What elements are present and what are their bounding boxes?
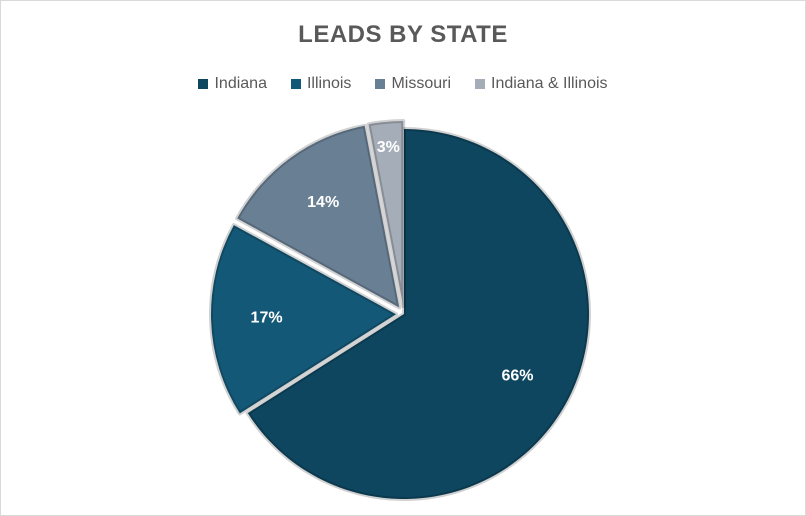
legend: Indiana Illinois Missouri Indiana & Illi… <box>1 75 805 93</box>
legend-label-indiana: Indiana <box>214 75 267 92</box>
legend-swatch-missouri <box>375 79 386 89</box>
legend-entry-illinois: Illinois <box>290 75 352 93</box>
chart-title: LEADS BY STATE <box>298 21 508 48</box>
legend-swatch-illinois <box>290 79 301 89</box>
pie-slice-illinois <box>209 223 399 416</box>
pie-slice-missouri <box>235 123 402 310</box>
legend-label-indiana-illinois: Indiana & Illinois <box>491 75 608 92</box>
pie-labels: 66% 17% 14% 3% <box>251 139 534 385</box>
data-label-missouri: 14% <box>307 194 339 211</box>
legend-label-illinois: Illinois <box>306 75 352 92</box>
pie-slice-indiana <box>245 127 591 501</box>
pie-slices <box>209 119 591 501</box>
legend-label-missouri: Missouri <box>391 75 451 92</box>
data-label-indiana-illinois: 3% <box>377 139 400 156</box>
legend-swatch-indiana-illinois <box>475 79 485 89</box>
legend-entry-indiana: Indiana <box>198 75 267 93</box>
legend-entry-indiana-illinois: Indiana & Illinois <box>475 75 608 93</box>
legend-swatch-indiana <box>198 79 209 89</box>
legend-entry-missouri: Missouri <box>375 75 451 93</box>
data-label-illinois: 17% <box>251 310 283 327</box>
data-label-indiana: 66% <box>501 368 533 385</box>
pie-slice-indiana-illinois <box>366 119 406 309</box>
